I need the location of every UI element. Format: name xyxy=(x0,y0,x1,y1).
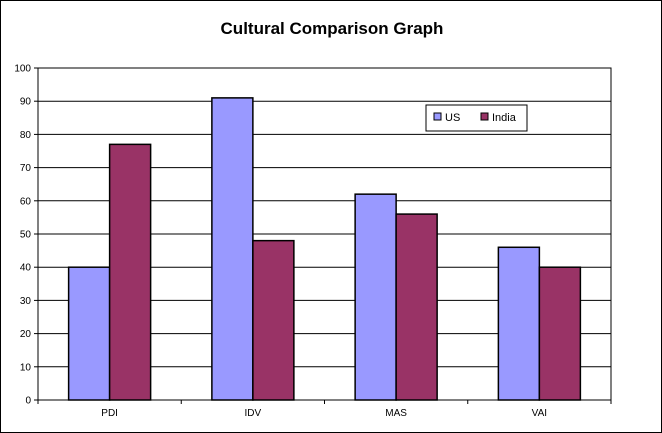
bar-us-mas xyxy=(354,193,397,401)
y-tick-label: 80 xyxy=(20,130,32,141)
chart-title: Cultural Comparison Graph xyxy=(221,19,444,38)
x-tick-label: MAS xyxy=(385,408,407,419)
y-tick-label: 40 xyxy=(20,263,32,274)
y-tick-label: 90 xyxy=(20,97,32,108)
y-tick-label: 30 xyxy=(20,296,32,307)
bar-india-vai xyxy=(538,266,582,401)
y-tick-label: 70 xyxy=(20,163,32,174)
bar-india-mas xyxy=(395,213,438,401)
x-tick-label: PDI xyxy=(101,408,118,419)
y-tick-label: 20 xyxy=(20,329,32,340)
y-tick-label: 100 xyxy=(14,64,31,75)
y-tick-label: 50 xyxy=(20,230,32,241)
y-axis-ticks: 0 10 20 30 40 50 60 70 80 90 100 xyxy=(14,64,38,407)
legend-swatch-us xyxy=(433,112,442,121)
bar-india-pdi xyxy=(108,143,152,401)
bar-us-vai xyxy=(497,246,541,401)
y-tick-label: 10 xyxy=(20,362,32,373)
bar-india-idv xyxy=(252,239,295,401)
x-tick-label: IDV xyxy=(245,408,262,419)
x-axis-ticks: PDI IDV MAS VAI xyxy=(37,400,612,419)
legend-box xyxy=(425,104,528,132)
x-tick-label: VAI xyxy=(532,408,547,419)
bar-us-pdi xyxy=(67,266,111,401)
legend-swatch-india xyxy=(480,112,489,121)
bar-us-idv xyxy=(211,97,254,401)
legend-label-us: US xyxy=(445,112,460,124)
legend: US India xyxy=(425,104,528,132)
legend-label-india: India xyxy=(492,112,517,124)
bars xyxy=(67,97,582,401)
y-tick-label: 0 xyxy=(25,396,31,407)
y-tick-label: 60 xyxy=(20,196,32,207)
